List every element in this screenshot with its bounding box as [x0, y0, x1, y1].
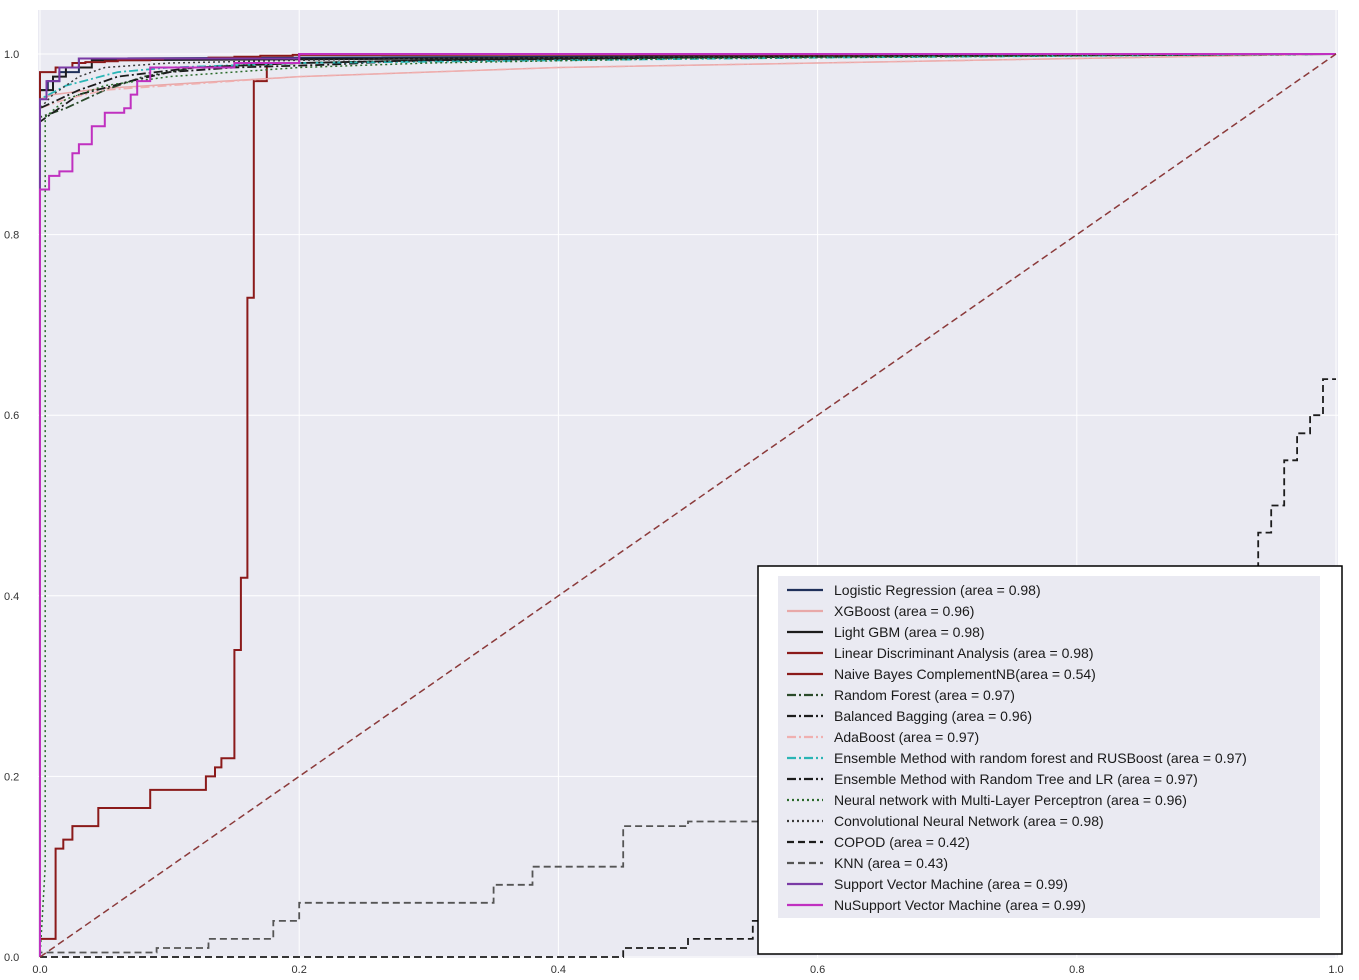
- series-line-7: [39, 53, 1337, 957]
- legend-label: KNN (area = 0.43): [834, 855, 948, 871]
- legend-label: Ensemble Method with random forest and R…: [834, 750, 1247, 766]
- legend-label: Convolutional Neural Network (area = 0.9…: [834, 813, 1104, 829]
- y-tick-label: 0.2: [4, 771, 19, 783]
- legend-label: Balanced Bagging (area = 0.96): [834, 708, 1032, 724]
- x-tick-label: 1.0: [1328, 964, 1343, 976]
- legend-label: Linear Discriminant Analysis (area = 0.9…: [834, 645, 1094, 661]
- series-line-9: [39, 53, 1337, 957]
- legend: Logistic Regression (area = 0.98) XGBoost…: [757, 565, 1343, 955]
- legend-label: COPOD (area = 0.42): [834, 834, 970, 850]
- y-tick-label: 1.0: [4, 49, 19, 61]
- legend-label: Ensemble Method with Random Tree and LR …: [834, 771, 1198, 787]
- series-line-11: [39, 53, 1337, 957]
- legend-label: XGBoost (area = 0.96): [834, 603, 974, 619]
- y-tick-label: 0.0: [4, 952, 19, 964]
- x-tick-label: 0.0: [32, 964, 47, 976]
- x-tick-label: 0.6: [810, 964, 825, 976]
- grid: [38, 10, 1338, 958]
- legend-label: Neural network with Multi-Layer Perceptr…: [834, 792, 1187, 808]
- legend-label: Light GBM (area = 0.98): [834, 624, 985, 640]
- series-line-15: [39, 53, 1336, 957]
- legend-label: AdaBoost (area = 0.97): [834, 729, 979, 745]
- legend-label: Support Vector Machine (area = 0.99): [834, 876, 1068, 892]
- y-tick-label: 0.6: [4, 410, 19, 422]
- y-tick-label: 0.8: [4, 230, 19, 242]
- x-tick-label: 0.2: [292, 964, 307, 976]
- series-line-4: [40, 53, 1336, 940]
- y-tick-label: 0.4: [4, 591, 19, 603]
- legend-label: Logistic Regression (area = 0.98): [834, 582, 1041, 598]
- x-tick-label: 0.8: [1069, 964, 1084, 976]
- x-tick-label: 0.4: [551, 964, 566, 976]
- legend-label: Naive Bayes ComplementNB(area = 0.54): [834, 666, 1096, 682]
- legend-inner-panel: [778, 576, 1320, 918]
- legend-label: NuSupport Vector Machine (area = 0.99): [834, 897, 1086, 913]
- tick-labels: 0.0 0.2 0.4 0.6 0.8 1.0 0.0 0.2 0.4 0.6 0.8 1.0: [4, 49, 1344, 976]
- series-lines: [39, 53, 1337, 958]
- legend-label: Random Forest (area = 0.97): [834, 687, 1015, 703]
